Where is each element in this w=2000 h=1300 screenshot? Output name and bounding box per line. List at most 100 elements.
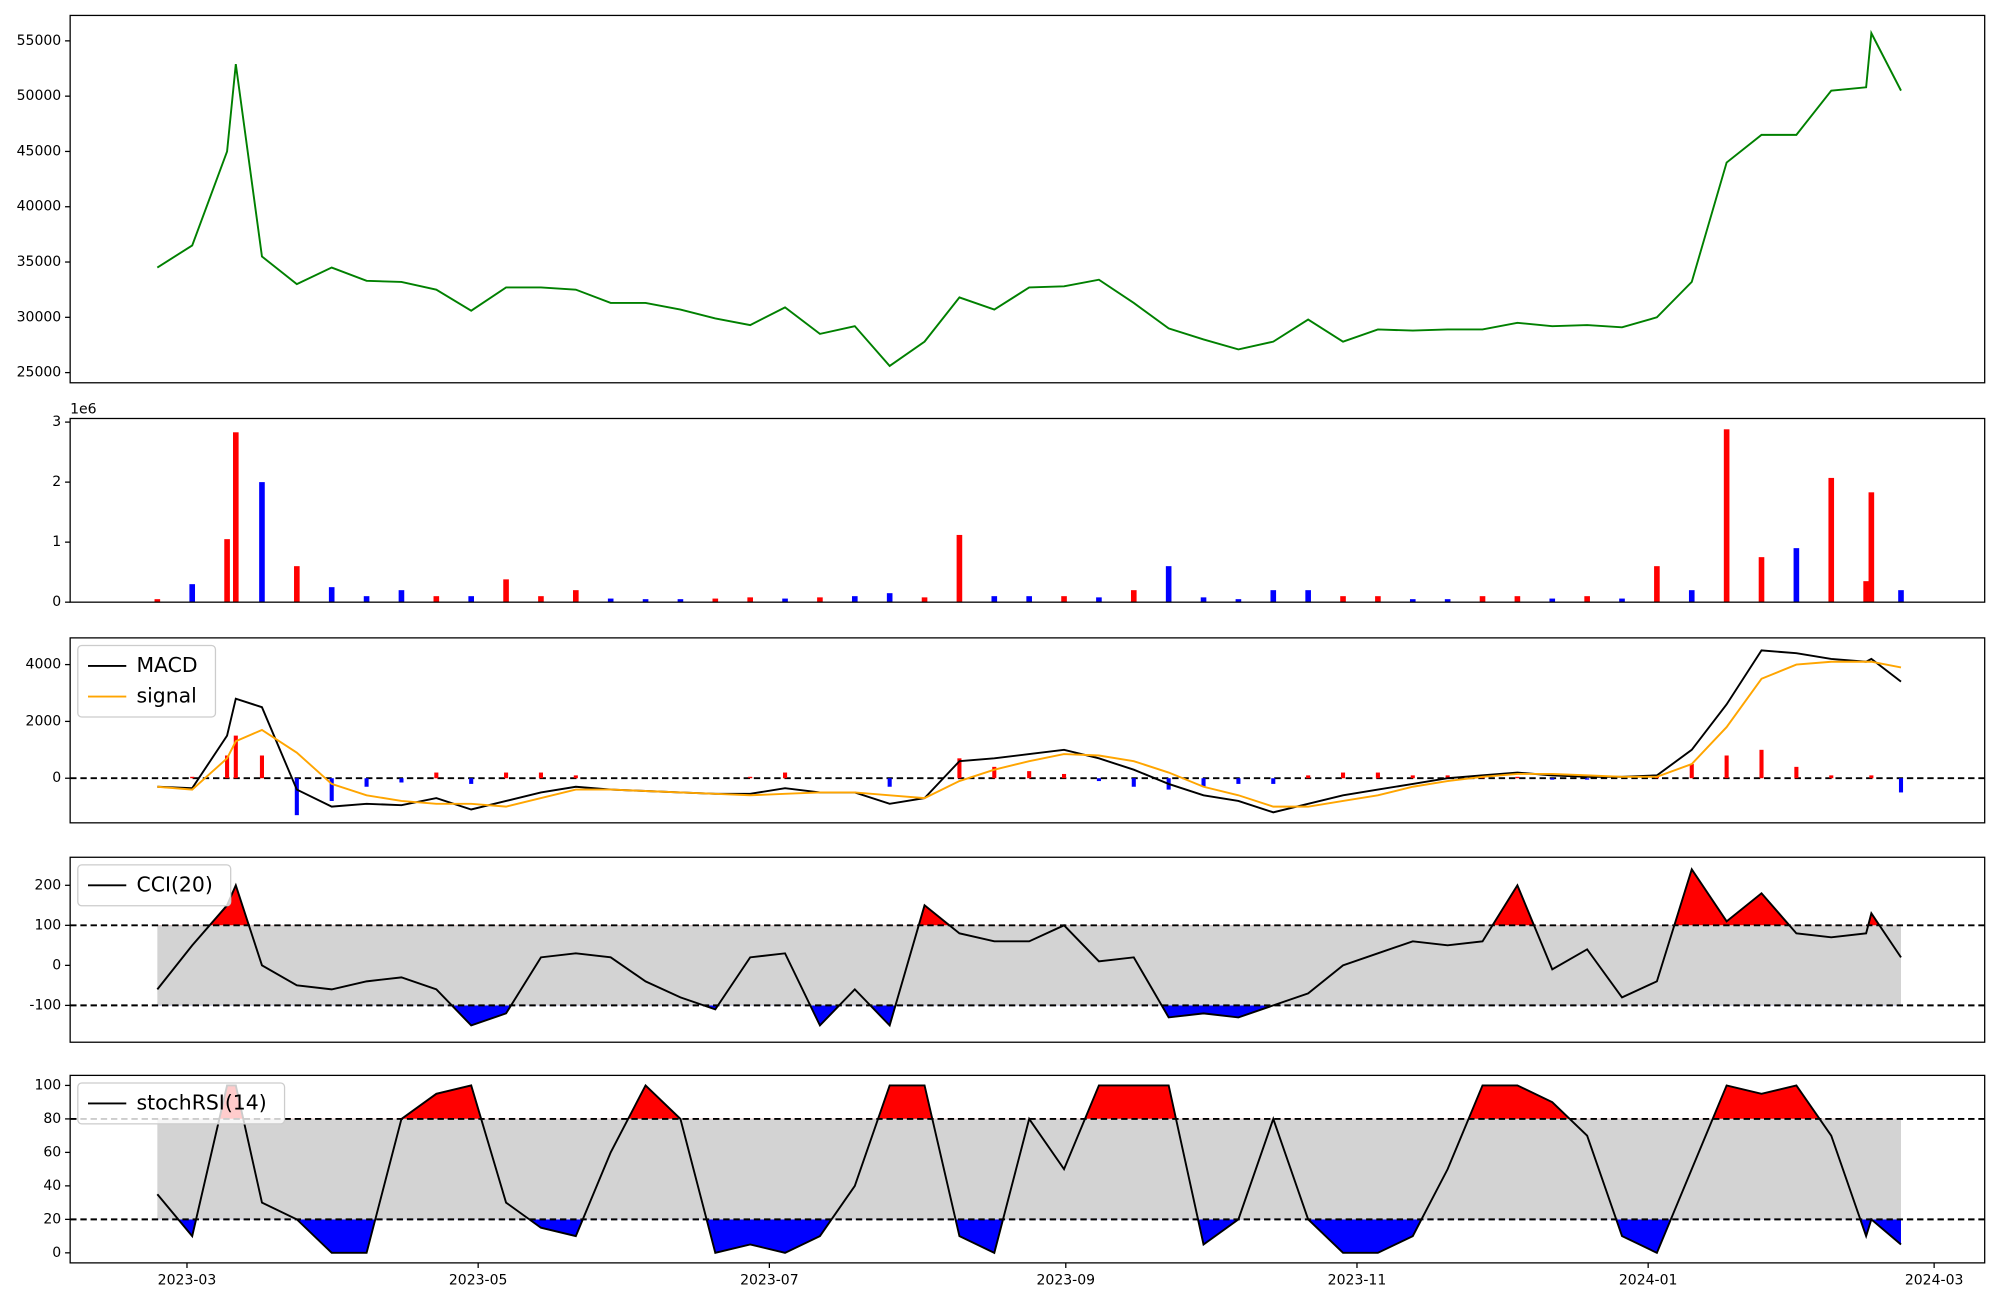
volume-bar — [1270, 590, 1277, 603]
volume-bar — [398, 590, 405, 603]
volume-bar — [1584, 596, 1590, 603]
y-tick-label: 60 — [43, 1144, 61, 1160]
volume-bar — [1305, 590, 1311, 603]
histogram-bar — [1410, 775, 1415, 779]
series-line — [157, 649, 1902, 814]
histogram-bar — [233, 735, 238, 779]
histogram-bar — [329, 778, 334, 801]
y-tick-label: 0 — [52, 594, 61, 610]
volume-bar — [1340, 596, 1346, 603]
panel: 0 2000 4000 MACD signal — [26, 637, 1986, 824]
y-tick-label: 0 — [52, 770, 61, 786]
volume-bar — [642, 599, 649, 603]
volume-bar — [1096, 597, 1102, 603]
histogram-bar — [573, 775, 578, 779]
y-tick-label: 100 — [34, 1077, 61, 1093]
axes-frame — [69, 1074, 1986, 1264]
volume-bar — [538, 596, 544, 603]
x-tick-label: 2024-01 — [1619, 1273, 1678, 1289]
volume-bar — [782, 598, 788, 603]
panel: 25000 30000 35000 40000 45000 50000 55000 — [17, 14, 1986, 384]
histogram-bar — [1794, 766, 1799, 779]
volume-bar — [1549, 598, 1556, 603]
volume-bar — [1868, 492, 1875, 603]
plot-area — [70, 867, 1985, 1028]
y-tick-label: 45000 — [17, 143, 62, 159]
histogram-bar — [1759, 749, 1764, 779]
y-tick-label: 200 — [34, 877, 61, 893]
axis-offset-label: 1e6 — [70, 402, 97, 418]
histogram-bar — [1550, 778, 1555, 780]
volume-bar — [1654, 566, 1660, 603]
volume-bar — [1130, 590, 1137, 603]
x-tick-label: 2023-05 — [449, 1273, 508, 1289]
volume-bar — [1200, 597, 1207, 603]
volume-bar — [1026, 596, 1032, 603]
legend-label: CCI(20) — [136, 872, 212, 896]
histogram-bar — [887, 778, 892, 787]
histogram-bar — [1898, 778, 1904, 793]
volume-bar — [886, 593, 893, 603]
volume-bar — [607, 598, 614, 603]
y-tick-label: 1 — [52, 534, 61, 550]
volume-bar — [1409, 599, 1416, 603]
volume-bar — [232, 432, 239, 603]
y-tick-label: 40 — [43, 1178, 61, 1194]
histogram-bar — [1515, 776, 1520, 779]
volume-bar — [1793, 548, 1800, 603]
histogram-bar — [294, 778, 299, 816]
legend: CCI(20) — [77, 864, 232, 907]
x-tick-label: 2023-03 — [158, 1273, 217, 1289]
volume-bar — [1514, 596, 1521, 603]
volume-bar — [817, 597, 823, 603]
x-tick-label: 2024-03 — [1905, 1273, 1964, 1289]
histogram-bar — [1340, 772, 1346, 779]
y-tick-label: 80 — [43, 1111, 61, 1127]
volume-bar — [224, 539, 230, 603]
volume-bar — [747, 597, 753, 603]
histogram-bar — [469, 778, 474, 784]
histogram-bar — [259, 755, 264, 779]
x-tick-label: 2023-11 — [1328, 1273, 1387, 1289]
y-tick-label: 2 — [52, 474, 61, 490]
legend-label: stochRSI(14) — [136, 1090, 266, 1114]
y-tick-label: 20 — [43, 1211, 61, 1227]
panel: 0 1 2 3 1e6 — [52, 402, 1986, 610]
volume-bar — [921, 597, 928, 603]
volume-bar — [677, 599, 684, 603]
histogram-bar — [434, 772, 439, 779]
plot-area — [70, 1083, 1985, 1255]
volume-bar — [1863, 581, 1869, 603]
legend-box — [77, 1082, 286, 1125]
axes-frame — [69, 637, 1986, 824]
volume-bar — [189, 584, 196, 603]
volume-bar — [328, 587, 335, 603]
y-tick-label: 30000 — [17, 309, 62, 325]
axes-frame — [69, 856, 1986, 1043]
histogram-bar — [538, 772, 543, 779]
histogram-bar — [1027, 771, 1032, 779]
histogram-bar — [1131, 778, 1136, 787]
volume-bar — [1479, 596, 1486, 603]
volume-bar — [433, 596, 440, 603]
volume-bar — [1758, 557, 1765, 603]
histogram-bar — [399, 778, 404, 783]
x-tick-label: 2023-09 — [1037, 1273, 1096, 1289]
neutral-band — [157, 925, 1901, 1006]
y-tick-label: 100 — [34, 917, 61, 933]
histogram-bar — [364, 778, 369, 787]
y-tick-label: 3 — [52, 414, 61, 430]
overbought-fill — [219, 1085, 1820, 1119]
plot-area — [156, 29, 1902, 368]
volume-bar — [1235, 599, 1242, 603]
volume-bar — [1828, 477, 1835, 603]
x-tick-label: 2023-07 — [740, 1273, 799, 1289]
histogram-bar — [1096, 778, 1101, 782]
histogram-bar — [957, 758, 962, 779]
legend-label: signal — [136, 684, 196, 708]
histogram-bar — [190, 776, 195, 779]
volume-bar — [991, 596, 998, 603]
histogram-bar — [1724, 755, 1729, 779]
y-tick-label: 4000 — [26, 657, 62, 673]
